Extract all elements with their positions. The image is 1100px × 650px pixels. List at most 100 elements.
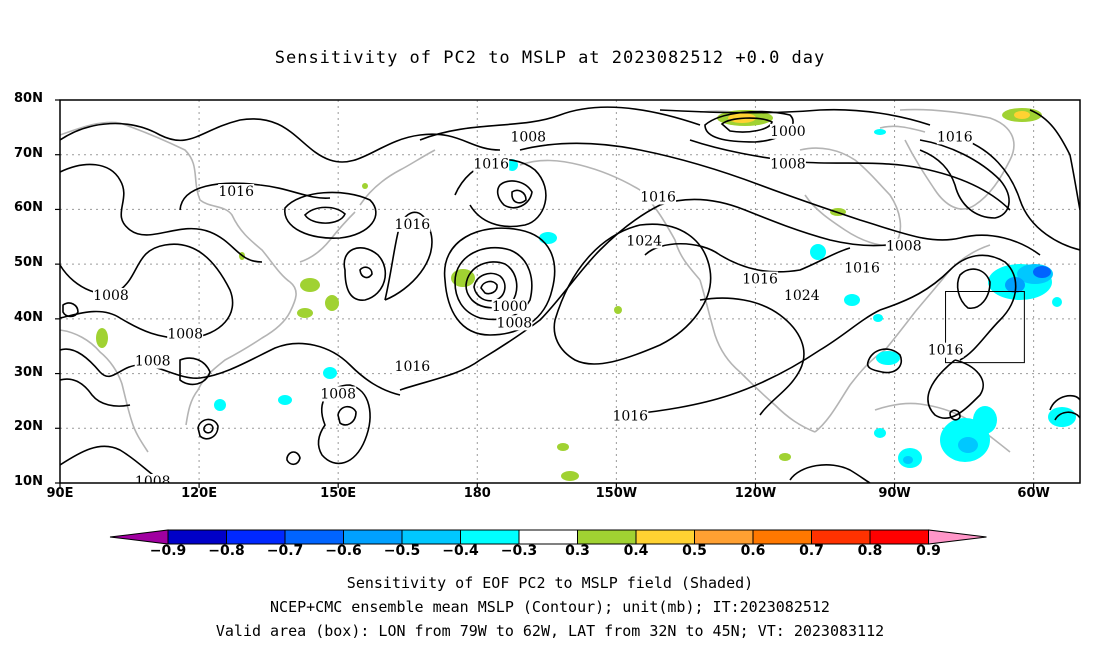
shade-positive bbox=[362, 183, 368, 189]
contour-label-bg bbox=[134, 353, 171, 369]
contour-line bbox=[956, 268, 991, 309]
colorbar-label: −0.4 bbox=[442, 543, 479, 559]
chart-title: Sensitivity of PC2 to MSLP at 2023082512… bbox=[274, 48, 826, 68]
contour-labels: 1016101610161008101610241000100810161008… bbox=[93, 123, 973, 483]
colorbar-segment bbox=[343, 529, 403, 545]
contour-label-bg bbox=[927, 342, 964, 358]
shade-positive bbox=[300, 278, 320, 292]
lon-label: 60W bbox=[1017, 486, 1050, 501]
map-background bbox=[60, 100, 1080, 483]
contour-label-bg bbox=[769, 123, 806, 139]
colorbar-label: −0.5 bbox=[383, 543, 421, 559]
lat-label: 30N bbox=[14, 364, 43, 380]
contour-line bbox=[443, 227, 556, 336]
shade-negative bbox=[214, 399, 226, 411]
shade-negative bbox=[873, 314, 883, 322]
colorbar-label: 0.6 bbox=[740, 543, 766, 559]
contour-label-bg bbox=[218, 184, 255, 200]
colorbar-segment bbox=[869, 529, 929, 545]
shade-negative bbox=[278, 395, 292, 405]
colorbar-segment bbox=[226, 529, 286, 545]
mslp-contours bbox=[60, 106, 1080, 483]
contour-line bbox=[203, 423, 214, 434]
shade-negative bbox=[539, 232, 557, 244]
coastline-kamchatka bbox=[359, 149, 436, 206]
contour-line bbox=[866, 348, 902, 374]
shade-negative bbox=[844, 294, 860, 306]
contour-line bbox=[60, 378, 131, 407]
colorbar-label: −0.3 bbox=[500, 543, 538, 559]
caption-valid-area: Valid area (box): LON from 79W to 62W, L… bbox=[215, 622, 885, 640]
contour-label: 1008 bbox=[167, 326, 203, 342]
colorbar-end-low bbox=[109, 529, 169, 545]
lon-label: 90W bbox=[878, 486, 911, 501]
contour-label-bg bbox=[93, 287, 129, 303]
contour-line bbox=[496, 180, 533, 209]
contour-label: 1016 bbox=[395, 217, 431, 233]
contour-line bbox=[1054, 411, 1080, 421]
contour-line bbox=[359, 266, 373, 279]
contour-label: 1008 bbox=[770, 157, 806, 173]
shade-negative bbox=[810, 244, 826, 260]
shade-positive bbox=[614, 306, 622, 314]
contour-line bbox=[720, 117, 773, 133]
contour-label: 1008 bbox=[510, 129, 546, 145]
contour-label: 1008 bbox=[93, 288, 129, 304]
contour-label-bg bbox=[742, 271, 779, 287]
coastline-north-america-west bbox=[699, 279, 816, 433]
contour-label: 1016 bbox=[218, 184, 254, 200]
contour-label: 1024 bbox=[626, 233, 662, 249]
contour-line bbox=[303, 206, 346, 224]
colorbar-segment bbox=[460, 529, 520, 545]
shade-negative bbox=[874, 428, 886, 438]
contour-line bbox=[284, 191, 377, 239]
colorbar-segment bbox=[167, 529, 227, 545]
colorbar-label: −0.8 bbox=[208, 543, 245, 559]
lon-label: 150W bbox=[595, 486, 638, 501]
contour-line bbox=[419, 106, 701, 141]
contour-label-bg bbox=[473, 156, 510, 172]
lat-label: 50N bbox=[14, 255, 43, 271]
colorbar-segment bbox=[284, 529, 344, 545]
colorbar-segment bbox=[635, 529, 695, 545]
coastline-asia bbox=[60, 121, 297, 426]
contour-line bbox=[473, 272, 506, 302]
contour-line bbox=[919, 139, 1010, 219]
sensitivity-shading bbox=[96, 108, 1076, 481]
contour-line bbox=[60, 163, 263, 263]
contour-label-bg bbox=[936, 129, 973, 145]
contour-line bbox=[179, 182, 331, 211]
shade-negative bbox=[874, 129, 886, 135]
shade-negative bbox=[1048, 407, 1076, 427]
shade-negative bbox=[876, 351, 900, 365]
contour-label-bg bbox=[167, 326, 204, 342]
contour-label: 1008 bbox=[320, 386, 356, 402]
lon-label: 120E bbox=[181, 486, 218, 501]
shade-positive bbox=[561, 471, 579, 481]
contour-label-bg bbox=[491, 298, 528, 314]
lat-label: 20N bbox=[14, 419, 43, 435]
lat-label: 40N bbox=[14, 309, 43, 325]
shade-negative bbox=[1052, 297, 1062, 307]
contour-line bbox=[286, 451, 301, 466]
colorbar-segment bbox=[752, 529, 812, 545]
axis-ticks bbox=[55, 99, 1035, 488]
contour-label: 1016 bbox=[742, 272, 778, 288]
colorbar-label: 0.4 bbox=[623, 543, 649, 559]
contour-label: 1016 bbox=[473, 157, 509, 173]
shade-positive bbox=[557, 443, 569, 451]
caption-contour: NCEP+CMC ensemble mean MSLP (Contour); u… bbox=[270, 598, 830, 616]
contour-label-bg bbox=[783, 287, 820, 303]
contour-label-bg bbox=[769, 156, 806, 172]
contour-line bbox=[699, 297, 805, 416]
contour-label: 1008 bbox=[497, 315, 533, 331]
contour-label: 1008 bbox=[135, 354, 171, 370]
colorbar-segment bbox=[401, 529, 461, 545]
contour-line bbox=[197, 418, 219, 440]
contour-label-bg bbox=[844, 260, 881, 276]
contour-label-bg bbox=[626, 233, 663, 249]
caption-shaded: Sensitivity of EOF PC2 to MSLP field (Sh… bbox=[346, 574, 754, 592]
contour-line bbox=[619, 309, 881, 416]
contour-line bbox=[399, 198, 906, 391]
colorbar bbox=[109, 529, 987, 545]
